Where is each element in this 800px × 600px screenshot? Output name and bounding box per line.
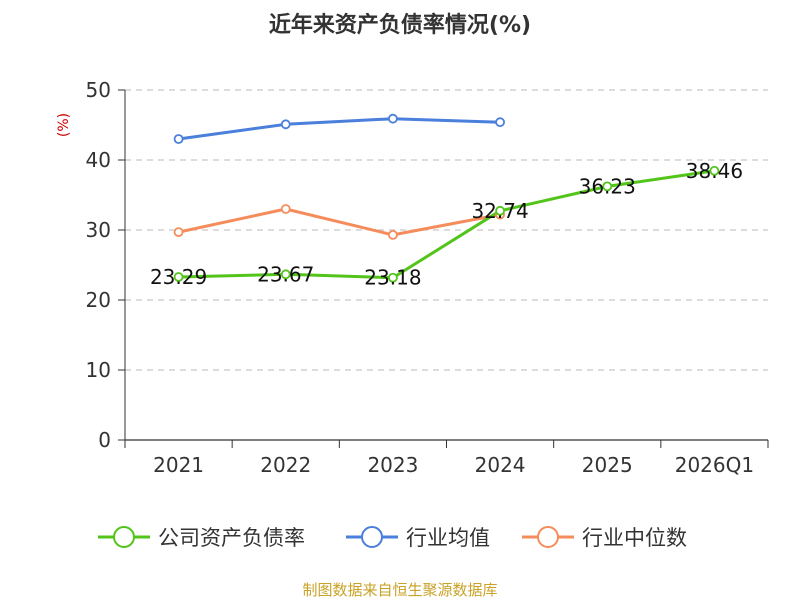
grid-lines [125,89,768,371]
data-labels: 23.29 23.67 23.18 32.74 36.23 38.46 [150,159,743,290]
data-point [173,272,184,282]
data-point [173,134,184,144]
legend-item[interactable]: 公司资产负债率 [98,526,305,550]
data-label: 23.18 [364,266,421,290]
x-tick-label: 2026Q1 [675,453,754,477]
data-point [388,272,398,283]
y-tick-label: 40 [86,148,111,172]
chart-title: 近年来资产负债率情况(%) [269,12,531,38]
data-point [388,229,398,240]
y-tick-label: 50 [86,78,111,102]
legend-label: 行业均值 [406,526,490,550]
source-note: 制图数据来自恒生聚源数据库 [302,581,497,599]
y-tick-label: 20 [86,288,111,312]
data-point [280,204,291,214]
x-tick-label: 2024 [475,453,526,477]
series-points [173,113,720,283]
data-point [280,269,291,280]
series-line [178,169,715,280]
series-line [178,207,501,237]
data-label: 32.74 [471,199,528,223]
data-point [709,165,720,176]
x-tick-label: 2025 [582,453,633,477]
y-axis-ticks: 0 10 20 30 40 50 [86,78,111,452]
data-label: 36.23 [579,174,636,198]
x-axis-ticks: 2021 2022 2023 2024 2025 2026Q1 [153,453,754,477]
data-point [602,181,613,192]
legend-item[interactable]: 行业中位数 [522,526,687,550]
x-tick-label: 2023 [367,453,418,477]
series-lines [178,117,715,280]
legend[interactable]: 公司资产负债率 行业均值 行业中位数 [98,526,687,550]
data-point [388,113,398,124]
x-tick-label: 2021 [153,453,204,477]
y-tick-label: 10 [86,358,111,382]
legend-marker [537,526,559,548]
data-point [280,119,291,130]
data-label: 23.29 [150,265,207,289]
legend-marker [113,526,135,548]
legend-item[interactable]: 行业均值 [346,526,490,550]
data-point [173,227,184,238]
data-label: 38.46 [686,159,743,183]
data-point [495,117,505,128]
legend-marker [361,526,383,548]
legend-label: 行业中位数 [582,526,687,550]
x-tick-label: 2022 [260,453,311,477]
data-point [495,205,505,216]
y-tick-label: 30 [86,218,111,242]
y-axis-unit: (%) [56,113,72,137]
legend-label: 公司资产负债率 [158,526,305,550]
series-line [178,117,501,141]
data-label: 23.67 [257,262,314,286]
axes [118,89,769,448]
y-tick-label: 0 [98,428,111,452]
